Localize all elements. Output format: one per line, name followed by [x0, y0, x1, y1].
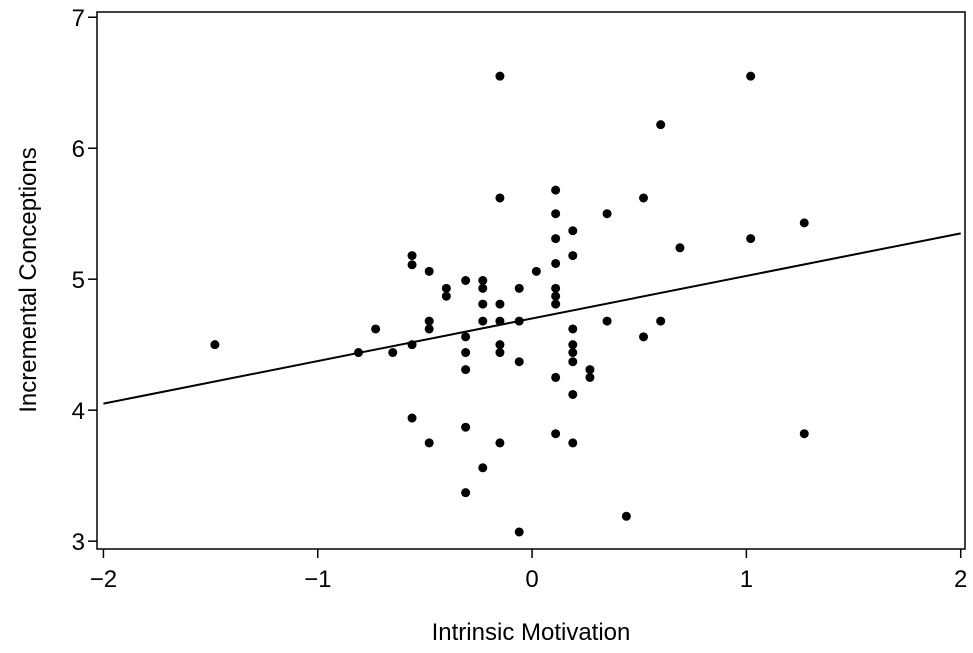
point — [424, 266, 434, 276]
y-tick-label: 3 — [72, 529, 85, 556]
point — [585, 372, 595, 382]
point — [639, 193, 649, 203]
point — [568, 251, 578, 261]
point — [478, 316, 488, 326]
point — [799, 218, 809, 228]
point — [602, 209, 612, 219]
point — [407, 413, 417, 423]
point — [371, 324, 381, 334]
point — [551, 291, 561, 301]
point — [602, 316, 612, 326]
x-tick-label: −2 — [90, 566, 117, 593]
point — [495, 299, 505, 309]
point — [478, 283, 488, 293]
y-tick-label: 5 — [72, 267, 85, 294]
point — [514, 283, 524, 293]
point — [478, 276, 488, 285]
plot-frame — [96, 11, 966, 550]
point — [495, 340, 505, 350]
x-axis-title: Intrinsic Motivation — [432, 619, 631, 646]
point — [568, 340, 578, 350]
point — [514, 527, 524, 537]
x-tick-label: 2 — [954, 566, 967, 593]
point — [568, 357, 578, 367]
point — [478, 299, 488, 309]
point — [495, 438, 505, 448]
point — [675, 243, 685, 253]
point — [568, 324, 578, 334]
point — [495, 71, 505, 81]
point — [551, 372, 561, 382]
y-tick-label: 6 — [72, 136, 85, 163]
point — [495, 193, 505, 203]
point — [441, 291, 451, 301]
point — [461, 365, 471, 375]
point — [551, 299, 561, 309]
point — [551, 185, 561, 195]
fit-line — [103, 232, 961, 405]
point — [568, 438, 578, 448]
point — [746, 234, 756, 244]
point — [441, 283, 451, 293]
point — [514, 357, 524, 367]
point — [407, 260, 417, 270]
x-tick-label: 0 — [525, 566, 538, 593]
point — [568, 226, 578, 236]
point — [388, 348, 398, 358]
x-tick-label: 1 — [740, 566, 753, 593]
point — [407, 251, 417, 261]
point — [424, 324, 434, 334]
y-tick-label: 7 — [72, 5, 85, 32]
point — [210, 340, 220, 350]
point — [746, 71, 756, 81]
point — [478, 463, 488, 473]
point — [495, 348, 505, 358]
point — [656, 120, 666, 130]
point — [461, 332, 471, 342]
y-tick-label: 4 — [72, 398, 85, 425]
point — [495, 316, 505, 326]
y-axis-title: Incremental Conceptions — [15, 147, 42, 412]
point — [551, 283, 561, 293]
point — [551, 429, 561, 439]
point — [461, 348, 471, 358]
point — [461, 422, 471, 432]
point — [461, 276, 471, 285]
point — [799, 429, 809, 439]
x-tick-label: −1 — [304, 566, 331, 593]
point — [568, 389, 578, 399]
point — [656, 316, 666, 326]
point — [461, 488, 471, 498]
point — [568, 348, 578, 358]
point — [424, 438, 434, 448]
point — [551, 209, 561, 219]
point — [551, 258, 561, 268]
point — [531, 266, 541, 276]
point — [424, 316, 434, 326]
point — [621, 511, 631, 521]
point — [551, 234, 561, 244]
point — [639, 332, 649, 342]
point — [585, 365, 595, 375]
